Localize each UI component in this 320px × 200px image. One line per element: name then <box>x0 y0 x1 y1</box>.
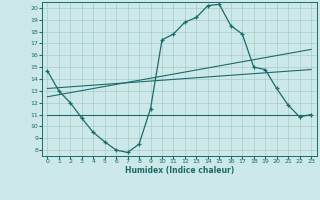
X-axis label: Humidex (Indice chaleur): Humidex (Indice chaleur) <box>124 166 234 175</box>
